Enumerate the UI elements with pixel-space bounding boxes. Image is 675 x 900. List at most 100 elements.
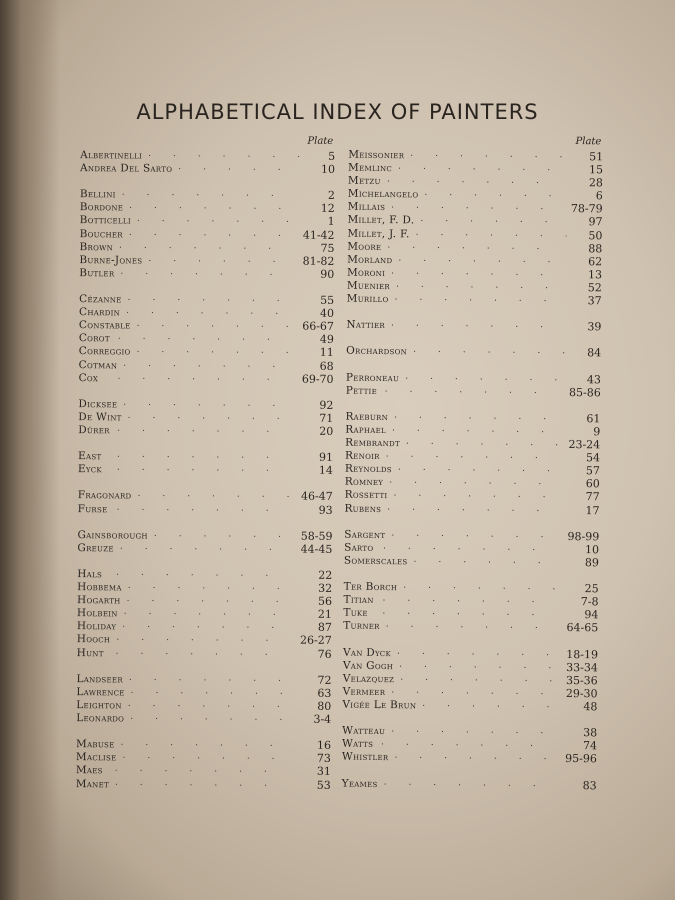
plate-number: 73 — [316, 752, 331, 766]
plate-number: 48 — [583, 700, 598, 714]
plate-number: 28 — [588, 176, 604, 190]
painter-name: Whistler — [341, 750, 389, 764]
painter-name: Velazquez — [342, 672, 395, 685]
plate-number: 1 — [327, 215, 335, 229]
painter-name: Hobbema — [77, 581, 122, 594]
plate-number: 61 — [586, 412, 601, 426]
leader-dots: ······· — [123, 400, 298, 412]
painter-name: Meissonier — [348, 148, 405, 162]
painter-name: Perroneau — [345, 371, 400, 384]
leader-dots: ······· — [384, 386, 559, 399]
plate-number: 40 — [320, 306, 335, 321]
leader-dots: ······· — [394, 295, 566, 308]
leader-dots: ······· — [128, 675, 296, 687]
plate-number: 43 — [586, 372, 601, 386]
painter-name: Murillo — [346, 292, 389, 306]
plate-number: 88 — [588, 241, 603, 256]
leader-dots: ······· — [120, 269, 295, 281]
plate-number: 16 — [316, 739, 332, 753]
plate-number: 21 — [317, 608, 332, 622]
plate-number: 95-96 — [565, 752, 597, 766]
plate-number: 12 — [320, 202, 335, 216]
painter-name: Hals — [77, 568, 103, 581]
leader-dots: ······· — [394, 753, 561, 766]
leader-dots: ······· — [120, 740, 295, 752]
plate-number: 7-8 — [580, 595, 599, 609]
painter-name: Titian — [343, 593, 374, 607]
painter-name: Pettie — [345, 384, 378, 397]
painter-name: East — [78, 450, 102, 463]
painter-name: Orchardson — [346, 345, 408, 358]
painter-name: Van Dyck — [342, 646, 392, 659]
leader-dots: ······· — [178, 164, 300, 177]
painter-name: Hogarth — [76, 594, 121, 607]
plate-number: 14 — [318, 464, 333, 478]
leader-dots: ······· — [114, 766, 289, 778]
painter-name: Greuze — [77, 541, 114, 555]
painter-name: Watts — [341, 737, 374, 751]
painter-name: Reynolds — [344, 462, 392, 476]
painter-name: Fragonard — [77, 489, 132, 502]
plate-number: 53 — [316, 778, 331, 792]
plate-number: 37 — [587, 294, 602, 308]
leader-dots: ······· — [136, 216, 299, 229]
painter-name: Somerscales — [343, 554, 408, 568]
painter-name: Romney — [344, 476, 384, 489]
leader-dots: ······· — [385, 622, 560, 635]
plate-number: 55 — [320, 293, 335, 307]
plate-number: 52 — [587, 281, 602, 295]
leader-dots: ······· — [413, 347, 566, 360]
painter-name: Albertinelli — [80, 149, 143, 162]
leader-dots: ······· — [130, 714, 296, 726]
painter-name: Tuke — [343, 606, 368, 620]
painter-name: Muenier — [346, 279, 391, 293]
plate-number: 31 — [316, 765, 331, 779]
plate-number: 41-42 — [302, 228, 335, 242]
painter-name: Butler — [79, 266, 115, 280]
page-edge-shadow — [0, 0, 60, 900]
index-entry: Gainsborough ······· 58-59 — [77, 528, 332, 543]
plate-number: 10 — [321, 162, 336, 176]
painter-name: Holbein — [76, 607, 118, 620]
index-entry: Mabuse ······· 16 — [76, 737, 331, 752]
painter-name: Sargent — [344, 528, 386, 541]
plate-number: 3-4 — [313, 712, 332, 726]
leader-dots: ······· — [130, 688, 296, 700]
leader-dots: ······· — [153, 531, 297, 543]
painter-name: Constable — [78, 319, 131, 332]
plate-number: 90 — [320, 267, 335, 281]
painter-name: Cézanne — [79, 293, 122, 306]
leader-dots: ······· — [390, 321, 566, 334]
painter-name: Lawrence — [76, 685, 125, 699]
leader-dots: ······· — [123, 609, 296, 621]
leader-dots: ······· — [128, 230, 299, 242]
plate-number: 38 — [583, 726, 598, 740]
plate-number: 46-47 — [301, 490, 333, 504]
painter-name: Cotman — [78, 358, 118, 371]
plate-number: 64-65 — [566, 621, 599, 635]
plate-number: 18-19 — [566, 647, 599, 661]
plate-number: 5 — [328, 149, 336, 163]
painter-name: Morland — [347, 253, 393, 266]
plate-number: 93 — [318, 503, 333, 517]
leader-dots: ······· — [122, 753, 295, 765]
plate-number: 13 — [587, 268, 603, 282]
index-entry: Bellini ······· 2 — [80, 187, 335, 202]
painter-name: Correggio — [78, 345, 131, 358]
leader-dots: ······· — [136, 321, 298, 333]
leader-dots: ······· — [148, 256, 299, 268]
painter-name: Maclise — [75, 751, 117, 764]
plate-number: 32 — [318, 581, 333, 595]
painter-name: Mabuse — [75, 738, 115, 751]
painter-name: Corot — [78, 332, 110, 345]
painter-name: Landseer — [76, 672, 123, 686]
index-column-left: Plate Albertinelli ······· 5 Andrea Del Sar… — [75, 134, 336, 792]
painter-name: Leighton — [76, 699, 122, 712]
painter-name: Sarto — [344, 541, 374, 554]
painter-name: Metzu — [347, 174, 381, 188]
painter-name: Memlinc — [348, 161, 393, 175]
plate-number: 63 — [317, 686, 332, 700]
painter-name: Hunt — [76, 646, 104, 659]
leader-dots: ······· — [116, 504, 291, 517]
painter-name: Millet, J. F. — [347, 227, 410, 240]
